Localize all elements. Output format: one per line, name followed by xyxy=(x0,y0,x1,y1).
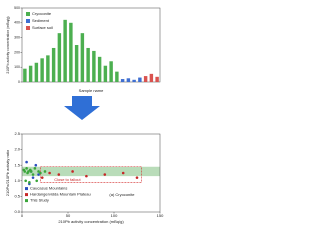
data-point xyxy=(37,170,40,173)
data-point xyxy=(37,173,40,176)
bar xyxy=(40,58,44,82)
bar xyxy=(115,71,119,82)
y-tick-label: 1.0 xyxy=(14,178,20,183)
data-point xyxy=(103,173,107,176)
bar xyxy=(69,22,73,82)
legend-swatch xyxy=(25,193,28,197)
y-tick-label: 200 xyxy=(14,50,20,54)
data-point xyxy=(48,171,51,175)
bar xyxy=(86,47,90,82)
y-tick-label: 2.0 xyxy=(14,147,20,152)
y-tick-label: 0.0 xyxy=(14,209,20,214)
bar xyxy=(23,68,27,82)
y-tick-label: 500 xyxy=(14,6,20,10)
y-tick-label: 1.5 xyxy=(14,162,20,167)
plot-frame xyxy=(21,133,161,213)
x-axis-label: 210Pb activity concentration (mBq/g) xyxy=(58,219,124,224)
bar xyxy=(92,50,96,82)
bar xyxy=(126,78,131,82)
data-point xyxy=(57,173,61,176)
bar xyxy=(155,76,159,82)
data-point xyxy=(31,176,35,179)
data-point xyxy=(34,163,38,167)
bar xyxy=(138,77,142,82)
legend-swatch xyxy=(26,12,30,16)
fallout-box xyxy=(40,166,142,183)
legend-label: Sediment xyxy=(32,18,50,23)
x-tick-label: 0 xyxy=(21,213,24,218)
legend-label: This Study xyxy=(30,198,49,203)
bar xyxy=(120,79,125,82)
annotation: Close to fallout xyxy=(54,177,81,182)
legend-swatch xyxy=(26,26,30,30)
plot-frame xyxy=(21,7,161,83)
data-point xyxy=(35,179,39,183)
bar xyxy=(57,33,62,82)
data-point xyxy=(23,170,27,173)
bar xyxy=(143,76,148,82)
data-point xyxy=(27,170,30,173)
data-point xyxy=(135,176,139,179)
bar xyxy=(109,61,113,82)
data-point xyxy=(33,167,37,170)
legend-label: Cryoconite xyxy=(32,11,52,16)
bar xyxy=(97,56,102,82)
data-point xyxy=(24,179,27,183)
y-tick-label: 400 xyxy=(14,21,20,25)
data-point xyxy=(39,171,42,175)
bar xyxy=(46,55,50,82)
y-tick-label: 0.5 xyxy=(14,193,20,198)
bar xyxy=(103,65,108,82)
legend-label: Surface soil xyxy=(32,25,53,30)
data-point xyxy=(31,173,35,176)
data-point xyxy=(25,160,28,164)
bar xyxy=(63,19,67,82)
bar xyxy=(28,65,33,82)
bar xyxy=(34,62,39,82)
x-tick-label: 50 xyxy=(66,213,71,218)
confidence-band xyxy=(22,166,160,177)
x-tick-label: 150 xyxy=(157,213,164,218)
bar xyxy=(51,47,56,82)
y-tick-label: 300 xyxy=(14,36,20,40)
x-tick-label: 100 xyxy=(111,213,118,218)
y-tick-label: 2.5 xyxy=(14,131,20,136)
y-axis-label: 210Pb activity concentration (mBq/g) xyxy=(6,16,10,73)
data-point xyxy=(29,170,33,173)
data-point xyxy=(85,174,88,178)
bar xyxy=(149,73,154,82)
annotation: (a) Cryoconite xyxy=(109,192,135,197)
data-point xyxy=(40,176,44,179)
down-arrow xyxy=(64,96,100,120)
bar xyxy=(132,79,136,82)
y-tick-label: 100 xyxy=(14,65,20,69)
legend-label: Caucasus Mountains xyxy=(30,186,67,191)
x-axis-label: Sample name xyxy=(79,88,104,93)
legend-swatch xyxy=(25,187,28,191)
data-point xyxy=(71,170,74,173)
data-point xyxy=(121,171,125,175)
legend-label: Hardangervidda Mountain Plateau xyxy=(30,192,91,197)
y-axis-label: 210Po/210Pb activity ratio xyxy=(5,149,10,196)
y-tick-label: 0 xyxy=(18,80,20,84)
data-point xyxy=(28,181,31,184)
legend-swatch xyxy=(26,19,30,23)
data-point xyxy=(43,170,47,173)
legend-swatch xyxy=(25,199,28,203)
data-point xyxy=(25,167,28,170)
bar xyxy=(80,33,85,82)
bar xyxy=(74,45,79,82)
